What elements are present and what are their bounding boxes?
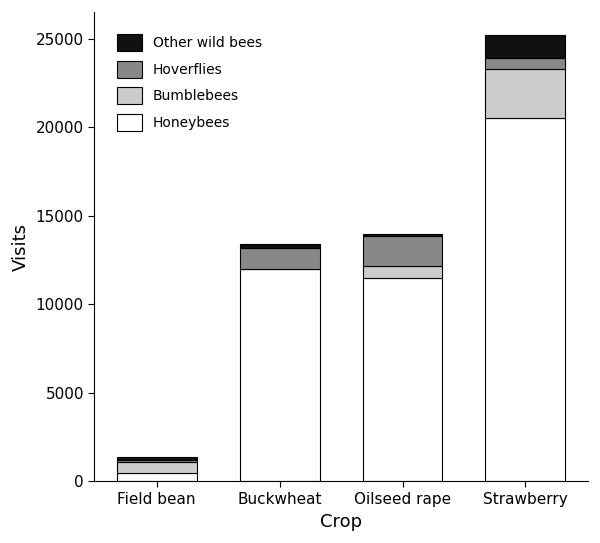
Bar <box>485 58 565 69</box>
Bar <box>239 248 320 269</box>
Y-axis label: Visits: Visits <box>12 223 30 270</box>
Legend: Other wild bees, Hoverflies, Bumblebees, Honeybees: Other wild bees, Hoverflies, Bumblebees,… <box>111 29 268 137</box>
X-axis label: Crop: Crop <box>320 513 362 531</box>
Bar <box>485 69 565 118</box>
Bar <box>117 462 197 473</box>
Bar <box>117 460 197 462</box>
Bar <box>117 473 197 481</box>
Bar <box>485 35 565 58</box>
Bar <box>362 266 442 277</box>
Bar <box>117 457 197 460</box>
Bar <box>239 244 320 248</box>
Bar <box>362 277 442 481</box>
Bar <box>362 236 442 266</box>
Bar <box>239 269 320 481</box>
Bar <box>485 118 565 481</box>
Bar <box>362 234 442 236</box>
